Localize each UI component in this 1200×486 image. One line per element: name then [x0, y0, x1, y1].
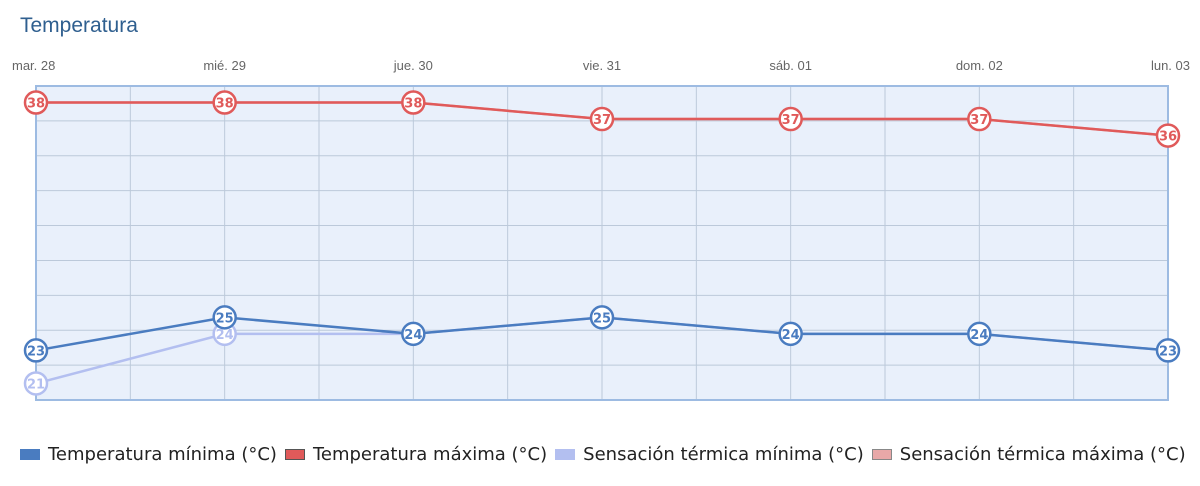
data-label: 25 — [216, 311, 234, 326]
data-point: 24 — [212, 321, 237, 347]
data-point: 38 — [401, 90, 426, 115]
data-label: 25 — [593, 311, 611, 326]
data-label: 21 — [27, 377, 45, 392]
data-point: 24 — [778, 321, 803, 347]
data-label: 36 — [1159, 130, 1177, 145]
point-marker — [967, 106, 992, 132]
data-point: 37 — [967, 106, 992, 132]
data-point: 25 — [589, 305, 615, 330]
legend-label: Temperatura mínima (°C) — [48, 444, 277, 465]
point-marker — [23, 338, 49, 363]
point-marker — [401, 90, 426, 115]
point-marker — [212, 305, 237, 330]
data-label: 37 — [593, 113, 611, 128]
point-marker — [589, 305, 615, 330]
data-label: 23 — [1159, 344, 1177, 359]
point-marker — [212, 90, 237, 115]
x-tick-label: mar. 28 — [12, 58, 55, 73]
data-label: 24 — [216, 328, 234, 343]
x-tick-label: vie. 31 — [583, 58, 621, 73]
point-marker — [1155, 123, 1181, 148]
x-tick-label: lun. 03 — [1151, 58, 1190, 73]
data-point: 24 — [401, 321, 426, 347]
data-point: 23 — [1155, 338, 1181, 363]
data-point: 25 — [212, 305, 237, 330]
point-marker — [778, 106, 803, 132]
data-point: 21 — [23, 371, 49, 396]
line-chart: mar. 28 mié. 29 jue. 30 vie. 31 sáb. 01 dom. … — [12, 58, 1190, 401]
data-point: 23 — [23, 338, 49, 363]
data-point: 37 — [589, 106, 615, 132]
data-label: 24 — [404, 328, 422, 343]
data-label: 38 — [404, 97, 422, 112]
point-marker — [23, 90, 49, 115]
data-label: 38 — [216, 97, 234, 112]
x-tick-label: mié. 29 — [203, 58, 246, 73]
legend-item[interactable]: Temperatura mínima (°C) — [20, 444, 277, 465]
data-label: 24 — [782, 328, 800, 343]
legend-label: Temperatura máxima (°C) — [312, 444, 548, 465]
data-label: 24 — [970, 328, 988, 343]
legend-label: Sensación térmica máxima (°C) — [899, 444, 1186, 465]
plot-border — [35, 85, 1169, 401]
data-label: 38 — [27, 97, 45, 112]
legend-item[interactable]: Temperatura máxima (°C) — [284, 444, 548, 465]
point-marker — [401, 321, 426, 347]
point-marker — [967, 321, 992, 347]
x-tick-label: sáb. 01 — [769, 58, 812, 73]
point-marker — [1155, 338, 1181, 363]
data-label: 37 — [970, 113, 988, 128]
data-point: 24 — [967, 321, 992, 347]
legend-item[interactable]: Sensación térmica mínima (°C) — [555, 444, 864, 465]
chart-title: Temperatura — [20, 14, 138, 37]
point-marker — [23, 371, 49, 396]
point-marker — [778, 321, 803, 347]
data-point: 37 — [778, 106, 803, 132]
data-point: 36 — [1155, 123, 1181, 148]
data-point: 38 — [212, 90, 237, 115]
legend-item[interactable]: Sensación térmica máxima (°C) — [871, 444, 1186, 465]
data-label: 23 — [27, 344, 45, 359]
data-label: 37 — [782, 113, 800, 128]
data-point: 38 — [23, 90, 49, 115]
legend-label: Sensación térmica mínima (°C) — [583, 444, 864, 465]
chart-legend: Temperatura mínima (°C) Temperatura máxim… — [20, 444, 1194, 465]
legend-swatch — [20, 449, 40, 460]
x-tick-label: jue. 30 — [393, 58, 433, 73]
legend-swatch — [284, 449, 305, 460]
legend-swatch — [555, 449, 576, 460]
point-marker — [589, 106, 615, 132]
legend-swatch — [871, 449, 892, 460]
x-tick-label: dom. 02 — [956, 58, 1003, 73]
